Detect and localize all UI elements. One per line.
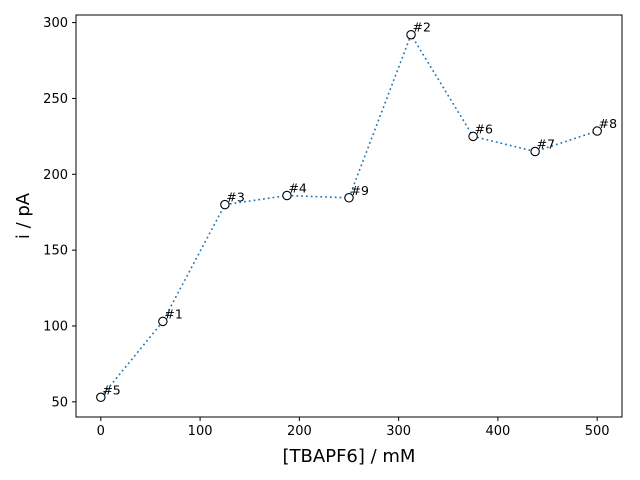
y-tick-label: 100 [43, 319, 68, 334]
data-point [468, 131, 478, 142]
point-labels: #5 #1 #3 #4 #9 #2 #6 #7 #8 [102, 20, 617, 398]
data-point [406, 29, 416, 40]
x-tick-label: 400 [485, 424, 510, 439]
x-axis-ticks: 0 100 200 300 400 500 [97, 417, 610, 439]
data-point-label: #7 [537, 137, 555, 152]
y-tick-label: 200 [43, 168, 68, 183]
data-point [592, 126, 602, 136]
data-markers [96, 29, 602, 403]
data-point-label: #9 [351, 183, 369, 198]
x-tick-label: 0 [97, 424, 105, 439]
y-axis-ticks: 50 100 150 200 250 300 [43, 16, 76, 410]
x-tick-label: 500 [585, 424, 610, 439]
data-point [220, 199, 230, 210]
data-point-label: #2 [413, 20, 431, 35]
y-tick-label: 300 [43, 16, 68, 31]
y-tick-label: 150 [43, 244, 68, 259]
data-point-label: #3 [226, 190, 244, 205]
y-axis-title: i / pA [13, 192, 34, 239]
data-point-label: #4 [288, 181, 306, 196]
data-point [96, 392, 106, 403]
x-tick-label: 100 [188, 424, 213, 439]
x-tick-label: 200 [287, 424, 312, 439]
x-axis-title: [TBAPF6] / mM [283, 446, 416, 467]
data-point [344, 193, 354, 203]
plot-area [75, 14, 623, 418]
y-tick-label: 250 [43, 92, 68, 107]
x-tick-label: 300 [386, 424, 411, 439]
data-point-label: #5 [102, 382, 120, 397]
y-tick-label: 50 [51, 395, 68, 410]
data-point [158, 316, 168, 327]
data-point-label: #8 [599, 116, 617, 131]
data-point [530, 146, 540, 157]
data-point [282, 190, 292, 201]
data-point-label: #1 [164, 306, 182, 321]
data-point-label: #6 [475, 121, 493, 136]
